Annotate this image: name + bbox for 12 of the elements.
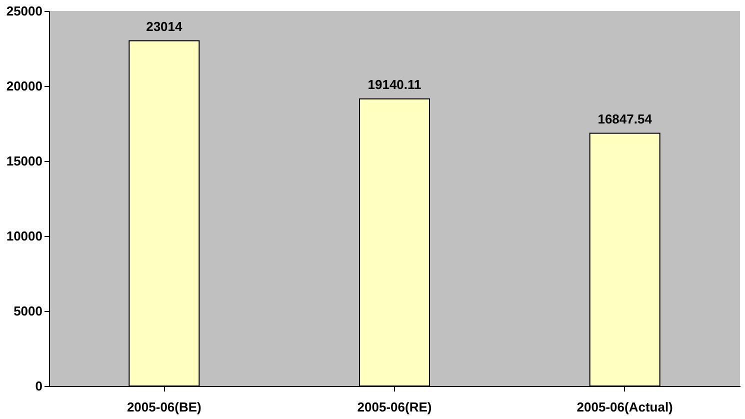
y-tick-label: 25000 (6, 4, 42, 18)
x-tick-label: 2005-06(RE) (357, 400, 432, 414)
data-label: 19140.11 (368, 76, 422, 92)
y-tick-label: 15000 (6, 154, 42, 168)
y-tick-label: 0 (35, 378, 42, 394)
y-tick-label: 10000 (6, 228, 42, 244)
y-tick-label: 5000 (14, 304, 42, 318)
data-label: 23014 (146, 18, 184, 34)
x-tick-label: 2005-06(BE) (126, 400, 202, 414)
x-tick-label: 2005-06(Actual) (576, 400, 673, 414)
data-label: 16847.54 (598, 111, 653, 126)
y-tick-label: 20000 (6, 78, 42, 94)
